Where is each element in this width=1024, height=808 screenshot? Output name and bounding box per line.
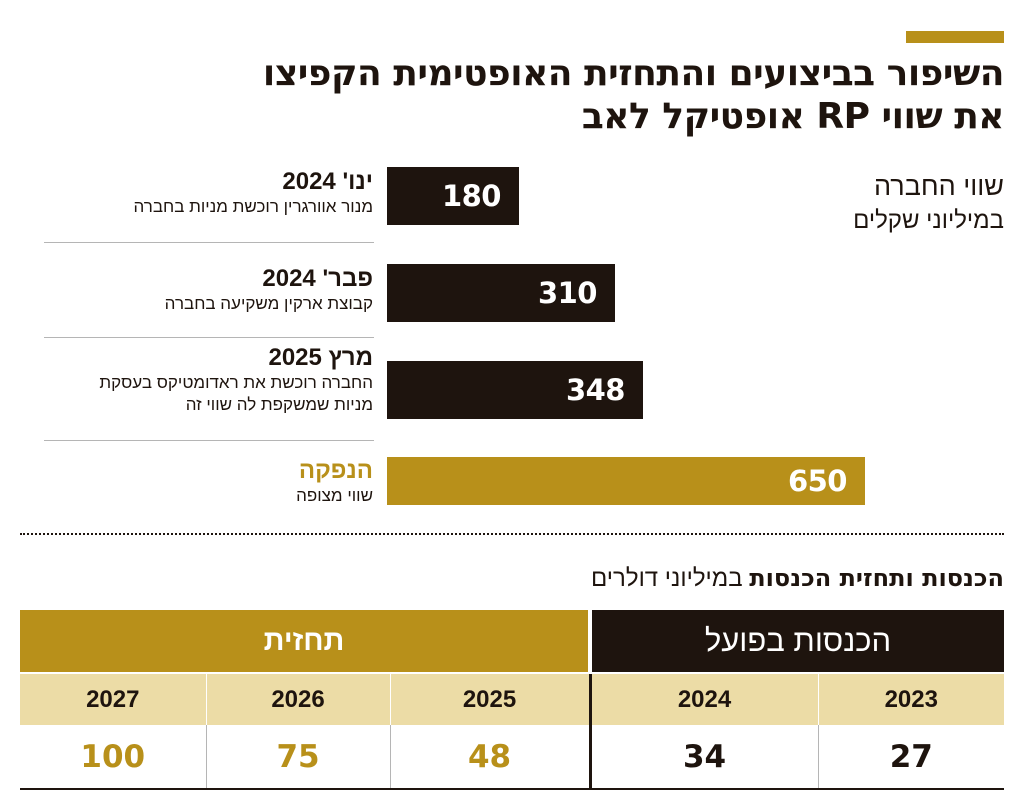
value-bar-1: 180 (387, 167, 519, 225)
bar-value-label: 310 (537, 276, 598, 310)
forecast-value-cell: 48 (389, 725, 591, 790)
bar-value-label: 180 (441, 179, 502, 213)
value-chart-label: שווי החברה במיליוני שקלים (853, 168, 1004, 238)
year-cell: 2023 (817, 672, 1005, 725)
title-line-2: את שווי RP אופטיקל לאב (581, 96, 1005, 137)
row-separator (44, 337, 374, 338)
row-date: ינו' 2024 (282, 168, 373, 195)
year-cell: 2025 (389, 672, 591, 725)
value-chart-title: שווי החברה (873, 171, 1004, 201)
value-chart-unit: במיליוני שקלים (853, 207, 1004, 234)
year-cell: 2026 (205, 672, 391, 725)
bar-value-label: 650 (787, 464, 848, 498)
row-date: מרץ 2025 (268, 344, 373, 371)
row-label-3: מרץ 2025 החברה רוכשת את ראדומטיקס בעסקת … (33, 344, 373, 416)
row-label-4: הנפקה שווי מצופה (33, 457, 373, 507)
row-date: פבר' 2024 (262, 265, 373, 292)
row-separator (44, 440, 374, 441)
forecast-value-cell: 75 (205, 725, 391, 790)
row-label-2: פבר' 2024 קבוצת ארקין משקיעה בחברה (33, 265, 373, 315)
forecast-header: תחזית (20, 610, 593, 673)
year-cell: 2024 (588, 672, 819, 725)
row-description: קבוצת ארקין משקיעה בחברה (164, 294, 373, 313)
row-date: הנפקה (298, 457, 373, 484)
revenue-value-cell: 27 (817, 725, 1005, 790)
year-cell: 2027 (20, 672, 207, 725)
row-separator (44, 242, 374, 243)
forecast-value-cell: 100 (20, 725, 207, 790)
value-bar-2: 310 (387, 264, 615, 322)
bar-value-label: 348 (565, 373, 626, 407)
actual-revenue-header: הכנסות בפועל (590, 610, 1005, 673)
value-bar-4: 650 (387, 457, 865, 505)
row-label-1: ינו' 2024 מנור אוורגרין רוכשת מניות בחבר… (33, 168, 373, 218)
section-divider (20, 533, 1004, 535)
row-description: החברה רוכשת את ראדומטיקס בעסקת מניות שמש… (99, 373, 373, 414)
page-title: השיפור בביצועים והתחזית האופטימית הקפיצו… (24, 52, 1005, 138)
revenue-table: הכנסות בפועל תחזית 2023 2024 2025 2026 2… (20, 610, 1005, 790)
revenue-section-title: הכנסות ותחזית הכנסות במיליוני דולרים (591, 562, 1004, 595)
value-bar-3: 348 (387, 361, 643, 419)
revenue-value-cell: 34 (588, 725, 819, 790)
row-description: מנור אוורגרין רוכשת מניות בחברה (133, 197, 373, 216)
accent-bar (906, 31, 1004, 43)
row-description: שווי מצופה (296, 486, 373, 505)
title-line-1: השיפור בביצועים והתחזית האופטימית הקפיצו (262, 53, 1005, 94)
revenue-title-bold: הכנסות ותחזית הכנסות (749, 564, 1004, 592)
revenue-title-unit: במיליוני דולרים (591, 565, 743, 592)
